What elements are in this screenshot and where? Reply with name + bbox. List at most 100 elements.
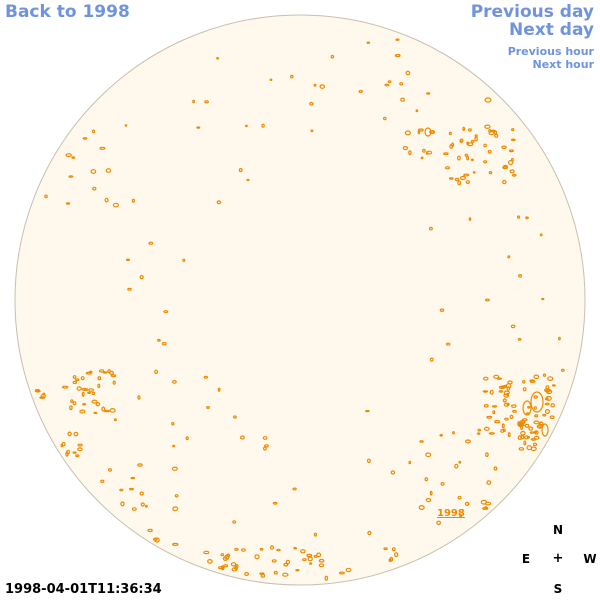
region-label-1998[interactable]: 1998	[437, 508, 465, 519]
contour-blob	[428, 226, 433, 231]
previous-hour-link[interactable]: Previous hour	[507, 45, 594, 58]
contour-blob	[75, 454, 80, 458]
contour-blob	[544, 409, 550, 415]
contour-blob	[492, 410, 496, 415]
contour-blob	[109, 408, 116, 413]
contour-blob	[125, 258, 131, 262]
contour-blob	[467, 128, 472, 132]
contour-blob	[402, 146, 409, 151]
contour-blob	[234, 547, 239, 551]
contour-blob	[459, 175, 466, 181]
contour-blob	[112, 380, 116, 385]
contour-blob	[85, 371, 92, 375]
contour-blob	[313, 554, 318, 558]
contour-blob	[83, 388, 89, 391]
contour-blob	[292, 487, 297, 491]
contour-blob	[324, 575, 328, 581]
contour-blob	[463, 173, 470, 177]
contour-blob	[488, 432, 495, 435]
contour-blob	[510, 138, 516, 142]
contour-blob	[366, 41, 371, 44]
contour-blob	[470, 158, 474, 162]
contour-blob	[171, 466, 178, 471]
contour-blob	[539, 233, 543, 237]
contour-blob	[466, 155, 470, 161]
magnetic-contours	[34, 38, 565, 581]
contour-blob	[148, 241, 154, 245]
contour-blob	[218, 566, 224, 570]
contour-blob	[485, 298, 490, 302]
contour-blob	[488, 171, 493, 175]
contour-blob	[458, 460, 462, 464]
contour-blob	[230, 562, 237, 567]
contour-blob	[345, 567, 352, 573]
contour-blob	[220, 553, 225, 557]
contour-blob	[91, 399, 98, 404]
contour-blob	[482, 507, 489, 511]
previous-day-link[interactable]: Previous day	[470, 2, 594, 22]
contour-blob	[316, 552, 322, 558]
contour-blob	[486, 480, 492, 486]
contour-blob	[517, 421, 521, 427]
contour-blob	[484, 97, 492, 103]
next-day-link[interactable]: Next day	[509, 20, 594, 40]
contour-blob	[483, 403, 489, 408]
contour-blob	[507, 160, 514, 166]
contour-blob	[502, 165, 509, 170]
contour-blob	[97, 376, 102, 381]
contour-blob	[408, 460, 412, 465]
contour-blob	[544, 402, 550, 406]
contour-blob	[276, 548, 281, 552]
contour-blob	[470, 139, 475, 143]
contour-blob	[494, 133, 499, 138]
contour-blob	[454, 177, 460, 182]
contour-blob	[544, 397, 549, 401]
contour-blob	[367, 530, 372, 536]
contour-blob	[459, 514, 463, 518]
contour-blob	[529, 380, 536, 384]
contour-blob	[426, 92, 431, 95]
contour-blob	[528, 426, 534, 431]
contour-blob	[507, 255, 511, 259]
contour-blob	[254, 554, 260, 560]
contour-blob	[533, 395, 539, 399]
contour-blob	[172, 542, 179, 547]
contour-blob	[509, 169, 515, 174]
contour-blob	[91, 129, 96, 134]
contour-blob	[382, 116, 387, 121]
contour-blob	[70, 399, 74, 404]
contour-blob	[330, 54, 335, 59]
contour-blob	[522, 387, 527, 392]
contour-blob	[452, 431, 455, 435]
contour-blob	[42, 392, 46, 396]
contour-blob	[389, 556, 393, 562]
next-hour-link[interactable]: Next hour	[532, 58, 595, 71]
contour-blob	[429, 490, 433, 496]
contour-blob	[542, 373, 547, 377]
observation-timestamp: 1998-04-01T11:36:34	[5, 582, 162, 597]
contour-blob	[365, 409, 370, 413]
region-link-1998[interactable]: 1998	[437, 508, 465, 519]
contour-blob	[415, 109, 419, 113]
contour-blob	[171, 422, 175, 426]
contour-blob	[207, 559, 213, 564]
contour-blob	[366, 458, 371, 463]
contour-blob	[510, 324, 516, 329]
back-to-year-link[interactable]: Back to 1998	[5, 2, 130, 22]
contour-blob	[88, 388, 95, 392]
contour-blob	[472, 171, 476, 174]
contour-blob	[465, 180, 470, 185]
contour-blob	[420, 156, 424, 160]
contour-blob	[518, 447, 525, 451]
contour-blob	[82, 137, 88, 140]
contour-blob	[192, 99, 196, 104]
contour-blob	[223, 564, 229, 568]
contour-blob	[95, 402, 101, 407]
contour-blob	[99, 146, 106, 150]
contour-blob	[417, 130, 421, 135]
contour-blob	[232, 520, 237, 524]
contour-blob	[483, 426, 490, 431]
contour-blob	[319, 84, 326, 89]
contour-blob	[383, 547, 388, 551]
compass-east: E	[521, 552, 531, 566]
